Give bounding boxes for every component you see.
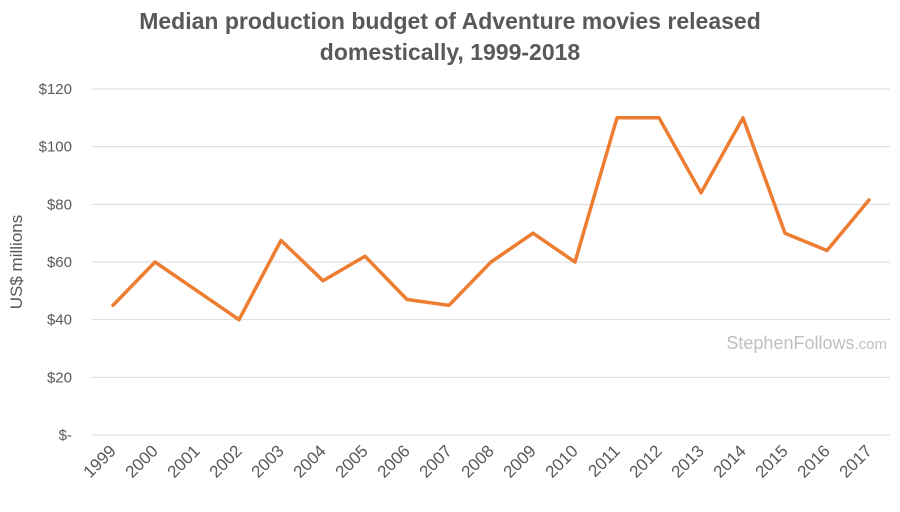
y-tick-label: $20 <box>47 369 72 386</box>
x-tick-label: 2003 <box>248 441 288 481</box>
x-tick-label: 2008 <box>458 441 498 481</box>
chart-title-line-2: domestically, 1999-2018 <box>319 39 581 65</box>
watermark-suffix: .com <box>854 336 887 353</box>
x-tick-label: 2009 <box>500 441 540 481</box>
series-group <box>111 116 871 322</box>
y-tick-label: $80 <box>47 196 72 213</box>
x-tick-label: 2004 <box>290 441 330 481</box>
x-tick-label: 2007 <box>416 441 456 481</box>
y-tick-label: $60 <box>47 254 72 271</box>
x-tick-label: 2011 <box>585 441 624 480</box>
watermark-main: StephenFollows <box>726 333 854 353</box>
x-tick-label: 2006 <box>374 441 414 481</box>
x-tick-label: 2017 <box>836 441 876 481</box>
x-tick-label: 2016 <box>794 441 834 481</box>
x-tick-label: 2013 <box>668 441 708 481</box>
x-tick-label: 2015 <box>752 441 792 481</box>
x-tick-label: 1999 <box>80 441 120 481</box>
y-axis-title: US$ millions <box>7 215 26 309</box>
y-tick-label: $120 <box>39 81 72 98</box>
x-tick-label: 2012 <box>626 441 666 481</box>
chart-title: Median production budget of Adventure mo… <box>60 6 840 68</box>
series-line-0 <box>111 116 871 322</box>
x-tick-label: 2001 <box>164 441 204 481</box>
x-tick-label: 2010 <box>542 441 582 481</box>
watermark: StephenFollows.com <box>726 333 887 353</box>
y-tick-label: $- <box>59 427 72 444</box>
x-tick-label: 2000 <box>122 441 162 481</box>
x-axis-tick-labels: 1999 2000 2001 2002 2003 2004 2005 2006 2007 2008… <box>80 441 876 481</box>
y-tick-label: $100 <box>39 139 72 156</box>
gridlines <box>92 88 890 436</box>
y-tick-label: $40 <box>47 312 72 329</box>
x-tick-label: 2014 <box>710 441 750 481</box>
x-tick-label: 2002 <box>206 441 246 481</box>
x-tick-label: 2005 <box>332 441 372 481</box>
y-axis-tick-labels: $- $20 $40 $60 $80 $100 $120 <box>39 81 72 444</box>
chart-title-line-1: Median production budget of Adventure mo… <box>139 8 761 34</box>
